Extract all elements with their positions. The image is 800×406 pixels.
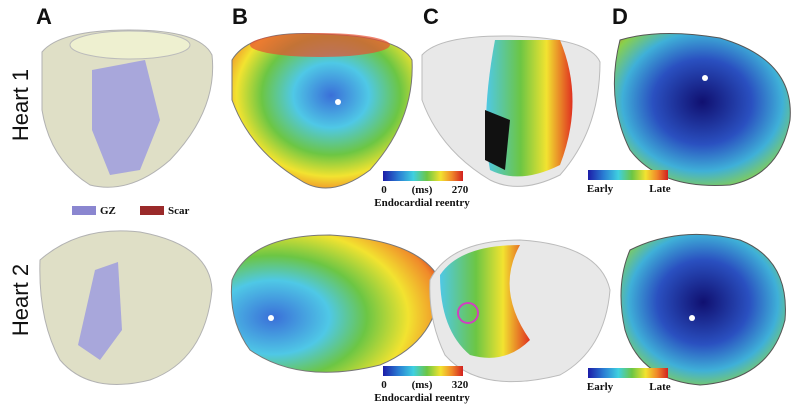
colorbar-max: 270 — [452, 184, 469, 196]
panel-label: D — [612, 4, 628, 29]
row-label: Heart 1 — [8, 69, 33, 141]
colorbar-unit: (ms) — [412, 379, 433, 391]
heart-d1 — [613, 32, 791, 187]
colorbar-unit: (ms) — [412, 184, 433, 196]
heart-b2 — [230, 234, 441, 373]
legend-label: GZ — [100, 205, 116, 217]
panel-label: C — [423, 4, 439, 29]
colorbar — [588, 368, 668, 378]
colorbar-max: Late — [649, 381, 671, 393]
heart-b1 — [231, 33, 413, 189]
colorbar-min: Early — [587, 183, 614, 195]
heart-a1 — [41, 29, 214, 188]
legend-swatch — [140, 206, 164, 215]
colorbar-max: Late — [649, 183, 671, 195]
colorbar-min: 0 — [381, 184, 387, 196]
colorbar — [588, 170, 668, 180]
colorbar-title: Endocardial reentry — [374, 392, 470, 404]
colorbar-min: 0 — [381, 379, 387, 391]
heart-c1 — [421, 35, 601, 187]
legend-swatch — [72, 206, 96, 215]
panel-label: A — [36, 4, 52, 29]
heart-c2 — [429, 239, 611, 383]
legend-label: Scar — [168, 205, 190, 217]
colorbar — [383, 171, 463, 181]
colorbar-title: Endocardial reentry — [374, 197, 470, 209]
row-label: Heart 2 — [8, 264, 33, 336]
panel-label: B — [232, 4, 248, 29]
colorbar — [383, 366, 463, 376]
colorbar-min: Early — [587, 381, 614, 393]
colorbar-max: 320 — [452, 379, 469, 391]
heart-d2 — [620, 233, 786, 386]
heart-a2 — [39, 230, 213, 385]
